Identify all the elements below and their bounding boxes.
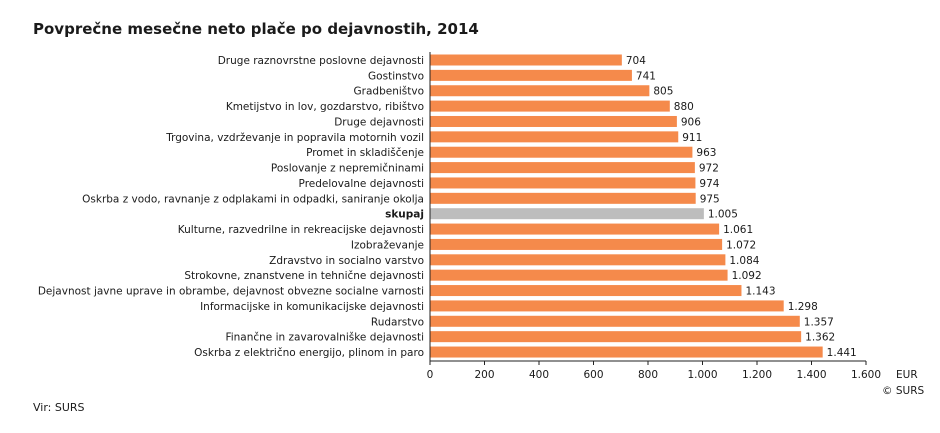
x-tick-label: 1.200 xyxy=(742,369,772,381)
category-label: Druge dejavnosti xyxy=(334,116,424,128)
bar xyxy=(430,300,784,312)
bar xyxy=(430,315,800,327)
bar xyxy=(430,285,742,297)
data-label: 963 xyxy=(696,147,716,159)
category-label: Oskrba z vodo, ravnanje z odplakami in o… xyxy=(82,193,424,205)
category-label: Informacijske in komunikacijske dejavnos… xyxy=(200,301,424,313)
bar xyxy=(430,254,726,266)
category-label: Finančne in zavarovalniške dejavnosti xyxy=(225,332,424,344)
category-label: Predelovalne dejavnosti xyxy=(299,178,424,190)
category-label: Dejavnost javne uprave in obrambe, dejav… xyxy=(38,286,424,298)
bar xyxy=(430,100,670,112)
data-label: 1.072 xyxy=(726,239,756,251)
bar xyxy=(430,238,723,250)
data-label: 1.084 xyxy=(729,255,759,267)
bar xyxy=(430,146,693,158)
data-label: 975 xyxy=(700,193,720,205)
bar xyxy=(430,69,632,81)
category-label: Druge raznovrstne poslovne dejavnosti xyxy=(218,55,424,67)
data-label: 880 xyxy=(674,101,694,113)
bar xyxy=(430,177,696,189)
x-tick-label: 200 xyxy=(474,369,494,381)
bar xyxy=(430,115,677,127)
category-label: Oskrba z električno energijo, plinom in … xyxy=(194,347,424,359)
category-label: Izobraževanje xyxy=(351,239,424,251)
category-label: Gostinstvo xyxy=(368,70,424,82)
bar xyxy=(430,131,679,143)
bar xyxy=(430,54,622,66)
category-label: Trgovina, vzdrževanje in popravila motor… xyxy=(165,132,424,144)
x-tick-label: 1.000 xyxy=(687,369,717,381)
x-tick-label: 800 xyxy=(638,369,658,381)
bar xyxy=(430,269,728,281)
data-label: 1.143 xyxy=(745,286,775,298)
bar xyxy=(430,346,823,358)
category-label: skupaj xyxy=(385,209,424,221)
bar xyxy=(430,331,802,343)
data-label: 1.061 xyxy=(723,224,753,236)
data-label: 805 xyxy=(653,86,673,98)
data-label: 972 xyxy=(699,163,719,175)
data-label: 974 xyxy=(699,178,719,190)
category-label: Zdravstvo in socialno varstvo xyxy=(269,255,424,267)
data-label: 1.005 xyxy=(708,209,738,221)
x-tick-label: 1.400 xyxy=(796,369,826,381)
x-tick-label: 1.600 xyxy=(851,369,881,381)
bar xyxy=(430,192,696,204)
category-label: Rudarstvo xyxy=(371,316,424,328)
data-label: 1.092 xyxy=(732,270,762,282)
data-label: 906 xyxy=(681,116,701,128)
data-label: 1.298 xyxy=(788,301,818,313)
x-tick-label: 600 xyxy=(583,369,603,381)
copyright-label: © SURS xyxy=(882,385,924,397)
data-label: 741 xyxy=(636,70,656,82)
data-label: 1.357 xyxy=(804,316,834,328)
category-label: Gradbeništvo xyxy=(354,86,424,98)
data-label: 1.362 xyxy=(805,332,835,344)
bar xyxy=(430,162,695,174)
x-axis-unit-label: EUR xyxy=(896,369,918,381)
bar xyxy=(430,223,720,235)
chart-title: Povprečne mesečne neto plače po dejavnos… xyxy=(33,20,479,38)
category-label: Kmetijstvo in lov, gozdarstvo, ribištvo xyxy=(226,101,424,113)
x-tick-label: 0 xyxy=(427,369,434,381)
data-label: 911 xyxy=(682,132,702,144)
category-label: Strokovne, znanstvene in tehnične dejavn… xyxy=(184,270,424,282)
data-label: 1.441 xyxy=(827,347,857,359)
bar xyxy=(430,208,704,220)
category-label: Promet in skladiščenje xyxy=(306,147,424,159)
category-label: Poslovanje z nepremičninami xyxy=(271,163,424,175)
data-label: 704 xyxy=(626,55,646,67)
category-label: Kulturne, razvedrilne in rekreacijske de… xyxy=(178,224,424,236)
bar xyxy=(430,85,650,97)
x-tick-label: 400 xyxy=(529,369,549,381)
source-note: Vir: SURS xyxy=(33,401,85,414)
